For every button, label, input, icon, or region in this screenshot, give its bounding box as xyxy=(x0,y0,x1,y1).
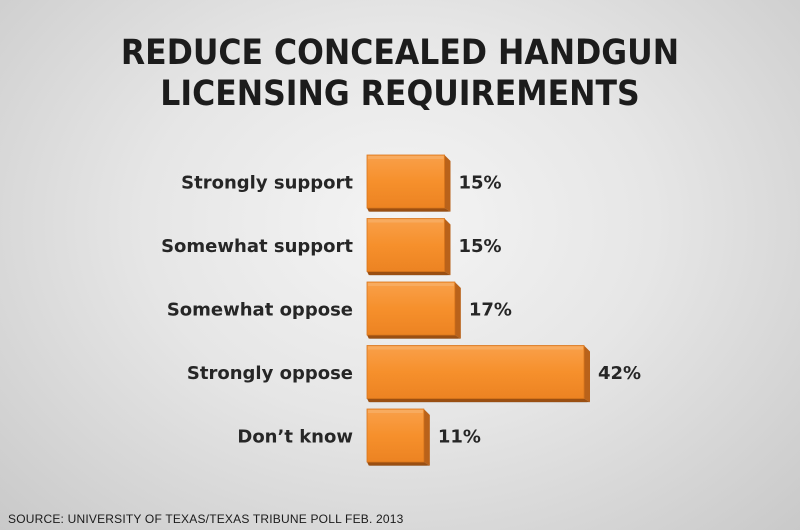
value-label: 15% xyxy=(459,236,502,257)
bar xyxy=(366,345,585,399)
bar-highlight xyxy=(368,410,423,413)
bar-side xyxy=(444,218,451,276)
bar-side xyxy=(454,282,461,339)
bar-highlight xyxy=(368,283,454,286)
category-label: Somewhat oppose xyxy=(167,300,353,321)
value-label: 17% xyxy=(469,300,512,321)
chart-title: REDUCE CONCEALED HANDGUN LICENSING REQUI… xyxy=(40,33,760,115)
category-label: Strongly oppose xyxy=(187,363,353,384)
bar-side xyxy=(423,409,430,466)
bar-highlight xyxy=(368,156,444,159)
value-label: 11% xyxy=(438,427,481,448)
category-label: Don’t know xyxy=(237,427,353,448)
category-label: Somewhat support xyxy=(161,236,353,257)
bar-bottom xyxy=(367,208,451,212)
bar-bottom xyxy=(367,335,461,339)
bar-bottom xyxy=(367,462,430,466)
source-note: SOURCE: UNIVERSITY OF TEXAS/TEXAS TRIBUN… xyxy=(8,512,404,526)
bar xyxy=(366,281,456,336)
bar-highlight xyxy=(368,219,444,223)
title-line-2: LICENSING REQUIREMENTS xyxy=(160,74,640,114)
bar-bottom xyxy=(367,271,451,276)
value-label: 42% xyxy=(598,363,641,384)
bar-side xyxy=(584,345,590,403)
value-label: 15% xyxy=(459,173,502,194)
bar xyxy=(366,218,445,272)
bar-highlight xyxy=(368,346,583,350)
bar xyxy=(366,154,445,209)
bar xyxy=(366,408,425,463)
category-label: Strongly support xyxy=(181,173,353,194)
bar-side xyxy=(444,155,451,212)
title-line-1: REDUCE CONCEALED HANDGUN xyxy=(120,33,680,73)
bar-bottom xyxy=(367,398,590,403)
